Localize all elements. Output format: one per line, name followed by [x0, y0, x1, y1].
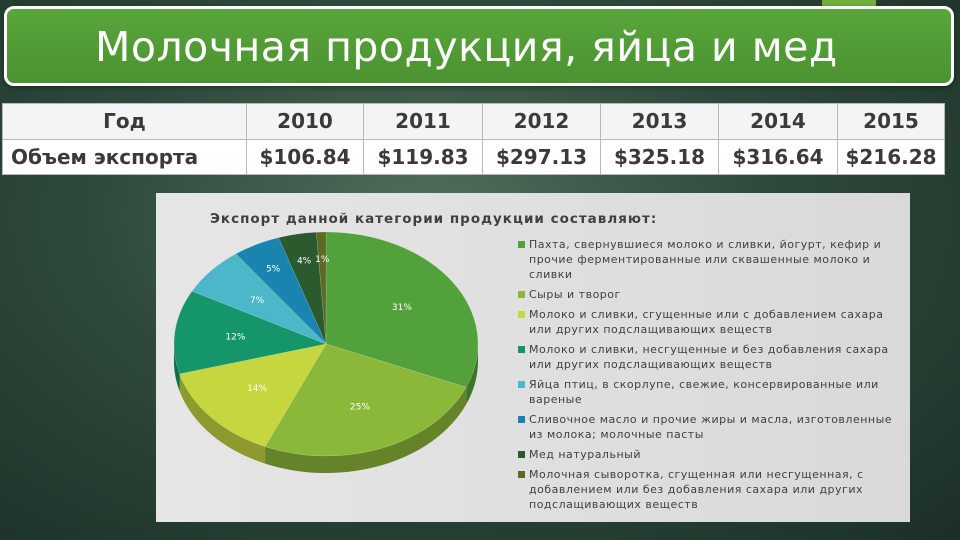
legend-label: Яйца птиц, в скорлупе, свежие, консервир…: [529, 378, 879, 406]
legend-swatch: [518, 291, 525, 298]
pie-slice-side: [174, 344, 180, 391]
pie-data-label: 5%: [266, 264, 281, 274]
legend-swatch: [518, 346, 525, 353]
legend-swatch: [518, 311, 525, 318]
chart-legend: Пахта, свернувшиеся молоко и сливки, йог…: [518, 237, 904, 517]
pie-data-label: 12%: [225, 333, 245, 343]
legend-swatch: [518, 416, 525, 423]
pie-data-label: 31%: [392, 303, 412, 313]
volume-cell: $216.28: [837, 138, 945, 175]
volume-cell: $316.64: [718, 138, 838, 175]
legend-swatch: [518, 381, 525, 388]
year-cell: 2014: [718, 103, 838, 140]
year-cell: 2012: [482, 103, 601, 140]
volume-header-cell: Объем экспорта: [2, 138, 247, 175]
page-title: Молочная продукция, яйца и мед: [95, 23, 838, 71]
pie-data-label: 14%: [247, 384, 267, 394]
pie-slice: [235, 237, 327, 345]
legend-item: Молоко и сливки, сгущенные или с добавле…: [518, 307, 904, 337]
pie-slice: [278, 231, 327, 345]
legend-label: Пахта, свернувшиеся молоко и сливки, йог…: [529, 238, 882, 281]
pie-slice-side: [466, 344, 478, 405]
volume-cell: $106.84: [246, 138, 364, 175]
pie-slice: [179, 343, 327, 447]
pie-slice: [264, 343, 467, 457]
pie-data-label: 1%: [315, 255, 330, 265]
legend-item: Молочная сыворотка, сгущенная или несгущ…: [518, 467, 904, 512]
chart-panel: Экспорт данной категории продукции соста…: [156, 193, 910, 522]
legend-item: Сливочное масло и прочие жиры и масла, и…: [518, 412, 904, 442]
year-cell: 2013: [600, 103, 719, 140]
pie-slice-side: [265, 387, 467, 474]
legend-item: Мед натуральный: [518, 447, 904, 462]
legend-label: Сыры и творог: [529, 288, 621, 301]
year-cell: 2010: [246, 103, 364, 140]
legend-label: Сливочное масло и прочие жиры и масла, и…: [529, 413, 893, 441]
year-cell: 2011: [363, 103, 483, 140]
year-row: Год 2010 2011 2012 2013 2014 2015: [2, 103, 945, 140]
legend-item: Яйца птиц, в скорлупе, свежие, консервир…: [518, 377, 904, 407]
pie-chart: 31% 25% 14% 12% 7% 5% 4% 1%: [173, 231, 479, 474]
corner-accent: [822, 0, 876, 7]
pie-slice: [173, 290, 327, 375]
pie-slice: [325, 231, 479, 388]
volume-cell: $297.13: [482, 138, 601, 175]
pie-slice-side: [179, 373, 266, 464]
legend-label: Молочная сыворотка, сгущенная или несгущ…: [529, 468, 864, 511]
legend-swatch: [518, 471, 525, 478]
legend-label: Мед натуральный: [529, 448, 641, 461]
pie-slice: [316, 231, 327, 345]
year-cell: 2015: [837, 103, 945, 140]
title-banner: Молочная продукция, яйца и мед: [4, 6, 954, 86]
export-volume-row: Объем экспорта $106.84 $119.83 $297.13 $…: [2, 138, 945, 175]
legend-item: Пахта, свернувшиеся молоко и сливки, йог…: [518, 237, 904, 282]
legend-swatch: [518, 451, 525, 458]
legend-item: Молоко и сливки, несгущенные и без добав…: [518, 342, 904, 372]
chart-title: Экспорт данной категории продукции соста…: [210, 211, 658, 227]
legend-label: Молоко и сливки, несгущенные и без добав…: [529, 343, 889, 371]
pie-data-label: 4%: [297, 256, 312, 266]
legend-label: Молоко и сливки, сгущенные или с добавле…: [529, 308, 884, 336]
pie-data-label: 7%: [250, 296, 265, 306]
legend-item: Сыры и творог: [518, 287, 904, 302]
year-header-cell: Год: [2, 103, 247, 140]
volume-cell: $119.83: [363, 138, 483, 175]
volume-cell: $325.18: [600, 138, 719, 175]
export-table: Год 2010 2011 2012 2013 2014 2015 Объем …: [2, 103, 945, 175]
pie-slice: [191, 253, 327, 345]
pie-data-label: 25%: [350, 402, 370, 412]
legend-swatch: [518, 241, 525, 248]
